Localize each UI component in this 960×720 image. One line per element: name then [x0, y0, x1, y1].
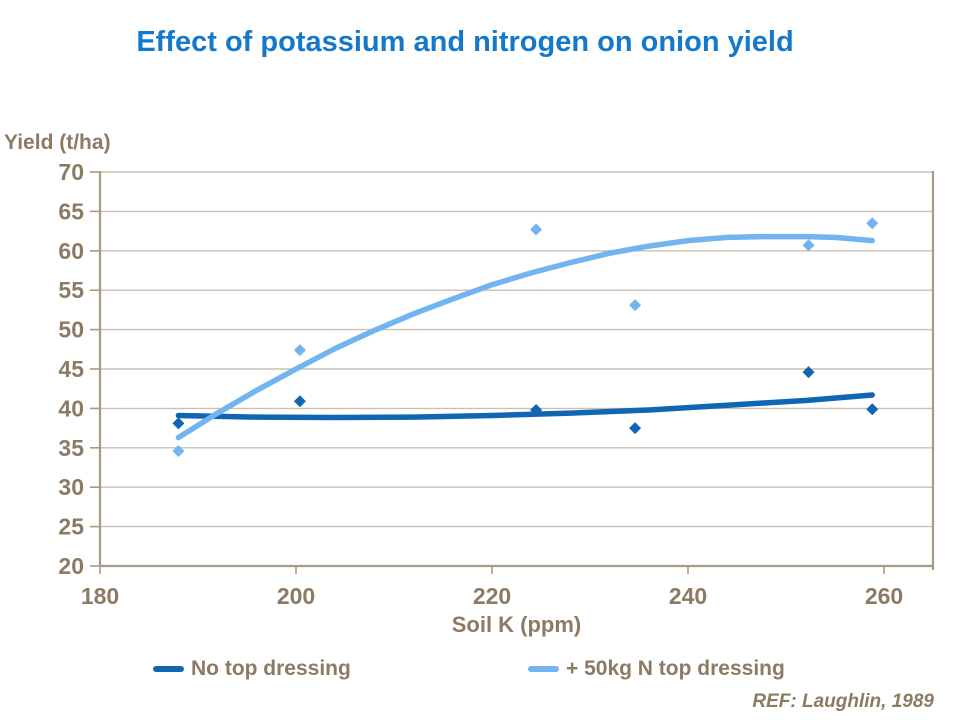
chart-title: Effect of potassium and nitrogen on onio… — [136, 26, 794, 58]
x-tick-label: 260 — [865, 583, 903, 609]
y-tick-label: 60 — [58, 238, 84, 264]
data-point-diamond — [293, 395, 306, 408]
y-tick-label: 40 — [58, 395, 84, 421]
y-axis-title: Yield (t/ha) — [4, 131, 111, 154]
y-tick-label: 45 — [58, 356, 84, 382]
x-axis-title: Soil K (ppm) — [451, 612, 582, 637]
legend-item-50kg-n-top-dressing: + 50kg N top dressing — [528, 657, 785, 681]
x-tick-label: 200 — [277, 583, 315, 609]
y-tick-label: 55 — [58, 277, 84, 303]
y-tick-label: 65 — [58, 198, 84, 224]
data-point-diamond — [629, 299, 642, 312]
data-point-diamond — [172, 444, 185, 457]
x-tick-label: 240 — [669, 583, 707, 609]
x-tick-label: 220 — [473, 583, 511, 609]
y-tick-label: 35 — [58, 435, 84, 461]
trend-line — [175, 233, 875, 441]
data-point-diamond — [172, 417, 185, 430]
x-tick-label: 180 — [81, 583, 119, 609]
reference-note: REF: Laughlin, 1989 — [752, 691, 934, 712]
data-point-diamond — [866, 403, 879, 416]
data-point-diamond — [530, 403, 543, 416]
data-point-diamond — [293, 344, 306, 357]
data-point-diamond — [802, 366, 815, 379]
legend-label: + 50kg N top dressing — [566, 657, 785, 680]
legend-swatch-50kg-n — [528, 666, 559, 672]
y-tick-label: 25 — [58, 514, 84, 540]
legend-label: No top dressing — [191, 657, 351, 680]
data-point-diamond — [629, 422, 642, 435]
legend-swatch-no-top-dressing — [153, 666, 184, 672]
trend-line — [175, 392, 875, 421]
legend-item-no-top-dressing: No top dressing — [153, 657, 351, 681]
data-point-diamond — [866, 217, 879, 230]
y-tick-label: 20 — [58, 553, 84, 579]
y-tick-label: 70 — [58, 159, 84, 185]
data-point-diamond — [530, 223, 543, 236]
data-point-diamond — [802, 239, 815, 252]
y-tick-label: 30 — [58, 474, 84, 500]
y-tick-label: 50 — [58, 317, 84, 343]
